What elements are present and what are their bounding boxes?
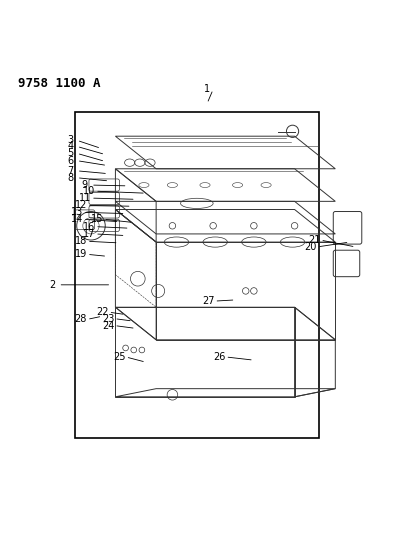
Text: 22: 22 — [96, 307, 108, 317]
Text: 1: 1 — [203, 84, 209, 94]
Text: 19: 19 — [74, 249, 87, 259]
Text: 8: 8 — [67, 173, 74, 183]
Text: 3: 3 — [67, 135, 74, 146]
Bar — [74, 112, 318, 438]
Text: 9: 9 — [82, 180, 88, 190]
Text: 13: 13 — [70, 207, 83, 217]
Circle shape — [291, 222, 297, 229]
Text: 4: 4 — [67, 141, 74, 151]
Text: 11: 11 — [79, 193, 91, 203]
Circle shape — [169, 222, 175, 229]
Text: 20: 20 — [304, 242, 316, 252]
Text: 26: 26 — [213, 352, 225, 362]
Text: 6: 6 — [67, 156, 74, 166]
Text: 21: 21 — [307, 235, 319, 245]
Circle shape — [209, 222, 216, 229]
Text: 2: 2 — [49, 280, 55, 290]
Text: 24: 24 — [102, 320, 114, 330]
Circle shape — [250, 222, 256, 229]
Text: 5: 5 — [67, 148, 74, 158]
Text: 7: 7 — [67, 166, 74, 176]
Text: 28: 28 — [74, 314, 87, 325]
Text: 17: 17 — [83, 229, 95, 239]
Text: 12: 12 — [74, 200, 87, 211]
Text: 18: 18 — [74, 236, 87, 246]
Text: 14: 14 — [70, 214, 83, 224]
Text: 16: 16 — [83, 222, 95, 232]
Text: 25: 25 — [113, 352, 126, 362]
Text: 10: 10 — [83, 186, 95, 196]
Text: 15: 15 — [91, 214, 103, 224]
Text: 9758 1100 A: 9758 1100 A — [18, 77, 100, 90]
Text: 27: 27 — [202, 296, 214, 306]
Text: 23: 23 — [102, 313, 114, 324]
